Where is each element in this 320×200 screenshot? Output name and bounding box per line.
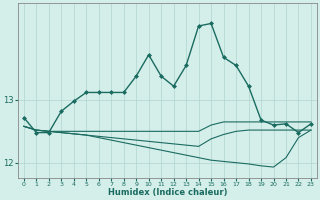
X-axis label: Humidex (Indice chaleur): Humidex (Indice chaleur) [108, 188, 227, 197]
